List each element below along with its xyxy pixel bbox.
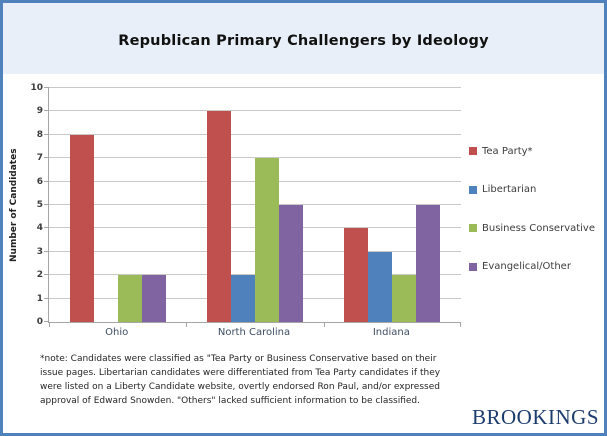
- legend-label-evangelical-other: Evangelical/Other: [482, 261, 571, 272]
- legend-item-evangelical-other: Evangelical/Other: [469, 260, 571, 274]
- y-tick-label-7: 7: [36, 153, 43, 164]
- y-tick-2: [44, 274, 49, 276]
- y-tick-label-0: 0: [36, 317, 43, 327]
- chart-header: Republican Primary Challengers by Ideolo…: [3, 3, 604, 74]
- legend-label-tea-party: Tea Party*: [482, 145, 533, 157]
- bar-libertarian-north-carolina: [231, 275, 255, 322]
- y-tick-8: [44, 133, 49, 135]
- y-tick-label-4: 4: [36, 223, 43, 234]
- x-axis-label-ohio: Ohio: [105, 327, 129, 338]
- y-tick-6: [44, 180, 49, 182]
- y-tick-label-8: 8: [36, 129, 43, 140]
- y-tick-4: [44, 227, 49, 229]
- legend-swatch-business-conservative: [469, 224, 477, 232]
- footnote-line: approval of Edward Snowden. "Others" lac…: [40, 396, 420, 406]
- x-axis-labels: Ohio North Carolina Indiana: [48, 327, 460, 342]
- y-tick-7: [44, 157, 49, 159]
- y-tick-label-6: 6: [36, 176, 43, 187]
- footnote-line: *note: Candidates were classified as "Te…: [40, 354, 437, 364]
- bar-business-conservative-ohio: [117, 275, 142, 322]
- gridline-7: [49, 157, 461, 159]
- x-axis-label-north-carolina: North Carolina: [217, 327, 291, 338]
- legend-swatch-libertarian: [469, 185, 477, 194]
- y-tick-label-9: 9: [36, 106, 43, 117]
- footnote-line: issue pages. Libertarian candidates were…: [40, 368, 441, 378]
- chart-title: Republican Primary Challengers by Ideolo…: [118, 32, 489, 49]
- x-tick-1: [186, 322, 188, 327]
- legend-item-tea-party: Tea Party*: [469, 144, 533, 158]
- legend-swatch-tea-party: [469, 147, 477, 155]
- y-tick-label-10: 10: [30, 83, 43, 93]
- y-tick-5: [44, 204, 49, 205]
- y-tick-label-5: 5: [36, 200, 43, 210]
- x-axis-label-indiana: Indiana: [372, 327, 410, 338]
- legend-swatch-evangelical-other: [469, 262, 477, 271]
- legend-item-business-conservative: Business Conservative: [469, 221, 595, 235]
- legend-item-libertarian: Libertarian: [469, 183, 536, 197]
- y-tick-label-1: 1: [36, 293, 43, 304]
- bar-business-conservative-north-carolina: [255, 158, 279, 322]
- plot-area: [44, 87, 461, 327]
- y-tick-1: [44, 297, 49, 299]
- y-tick-label-2: 2: [36, 270, 43, 281]
- bar-business-conservative-indiana: [392, 275, 417, 322]
- bar-tea-party-north-carolina: [207, 111, 231, 322]
- y-tick-10: [44, 87, 49, 88]
- x-tick-0: [49, 322, 50, 327]
- y-tick-9: [44, 110, 49, 112]
- gridline-10: [49, 87, 461, 88]
- y-tick-label-3: 3: [36, 246, 43, 257]
- legend-label-libertarian: Libertarian: [482, 184, 537, 195]
- y-tick-0: [44, 321, 49, 322]
- y-axis-tick-labels: 0 1 2 3 4 5 6 7 8 9 10: [17, 83, 43, 327]
- gridline-8: [49, 133, 461, 135]
- x-tick-3: [460, 322, 461, 327]
- legend-label-business-conservative: Business Conservative: [482, 222, 596, 234]
- bar-evangelical-other-indiana: [416, 205, 441, 322]
- brookings-logo: BROOKINGS: [471, 405, 599, 429]
- bar-evangelical-other-ohio: [141, 275, 166, 322]
- bar-tea-party-indiana: [344, 228, 369, 322]
- footnote-line: were listed on a Liberty Candidate websi…: [40, 382, 440, 392]
- y-tick-3: [44, 250, 49, 252]
- footnote: *note: Candidates were classified as "Te…: [40, 352, 470, 408]
- bar-tea-party-ohio: [69, 134, 94, 322]
- bar-libertarian-indiana: [368, 251, 393, 322]
- bar-evangelical-other-north-carolina: [279, 205, 303, 322]
- x-tick-2: [323, 322, 325, 327]
- gridline-9: [49, 110, 461, 112]
